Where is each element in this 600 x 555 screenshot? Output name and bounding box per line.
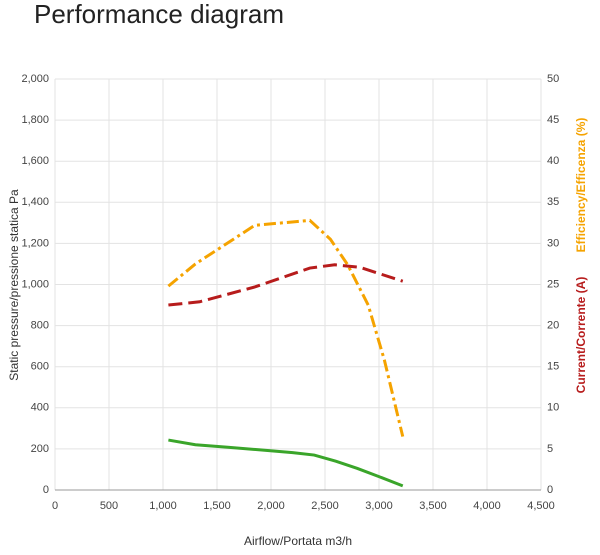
y-tick-label: 0 [43,484,49,496]
x-tick-label: 500 [100,500,118,512]
y2-tick-label: 45 [547,114,559,126]
x-tick-label: 0 [52,500,58,512]
y2-axis-label: Efficiency/Efficenza (%) [574,118,588,253]
x-tick-label: 2,500 [311,500,339,512]
series-line [167,218,405,437]
x-tick-label: 1,000 [149,500,177,512]
y-tick-label: 1,200 [21,237,49,249]
x-tick-label: 4,500 [527,500,555,512]
y-tick-label: 200 [31,443,49,455]
y-tick-label: 1,400 [21,196,49,208]
y2-tick-label: 35 [547,196,559,208]
y-axis-label: Static pressure/pressione statica Pa [7,189,21,381]
series-line [168,263,404,307]
y-tick-label: 400 [31,402,49,414]
y-tick-label: 1,600 [21,155,49,167]
y-tick-label: 2,000 [21,73,49,85]
y2-tick-label: 15 [547,361,559,373]
y2-tick-label: 50 [547,73,559,85]
y2-tick-label: 0 [547,484,553,496]
y2-tick-label: 40 [547,155,559,167]
chart-title: Performance diagram [34,0,284,29]
y-tick-label: 800 [31,320,49,332]
x-tick-label: 4,000 [473,500,501,512]
y-tick-label: 600 [31,361,49,373]
y2-tick-label: 10 [547,402,559,414]
y2-tick-label: 5 [547,443,553,455]
x-tick-label: 3,500 [419,500,447,512]
y-tick-label: 1,800 [21,114,49,126]
y-tick-label: 1,000 [21,278,49,290]
x-axis-label: Airflow/Portata m3/h [244,534,352,548]
y2-tick-label: 20 [547,320,559,332]
y2-tick-label: 25 [547,278,559,290]
x-tick-label: 3,000 [365,500,393,512]
series-line [168,438,404,488]
x-tick-label: 1,500 [203,500,231,512]
x-tick-label: 2,000 [257,500,285,512]
y2-tick-label: 30 [547,237,559,249]
y2-axis-label: Current/Corrente (A) [574,277,588,394]
